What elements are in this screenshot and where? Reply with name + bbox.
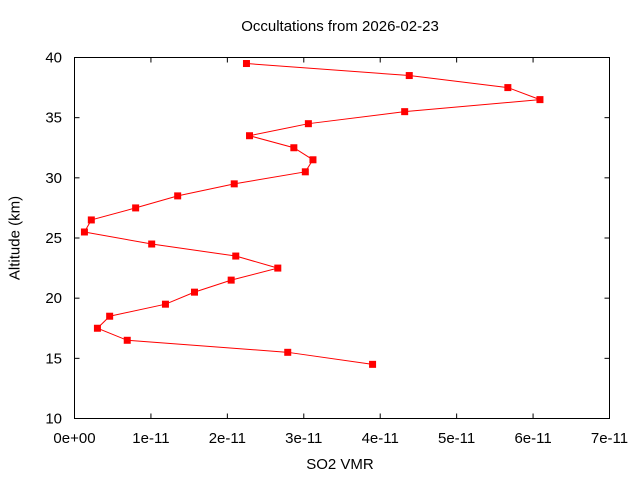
data-point-marker — [80, 228, 88, 236]
data-point-marker — [369, 360, 377, 368]
x-tick-label: 6e-11 — [514, 430, 551, 447]
data-point-marker — [405, 72, 413, 80]
x-tick-label: 7e-11 — [591, 430, 628, 447]
series-markers — [80, 60, 544, 368]
plot-frame — [74, 57, 610, 419]
x-tick-label: 2e-11 — [209, 430, 246, 447]
y-tick-label: 35 — [45, 110, 62, 127]
data-point-marker — [230, 180, 238, 188]
data-point-marker — [246, 132, 254, 140]
data-point-marker — [504, 84, 512, 92]
data-point-marker — [148, 240, 156, 248]
data-point-marker — [301, 168, 309, 176]
x-tick-label: 1e-11 — [132, 430, 169, 447]
data-point-marker — [123, 336, 131, 344]
data-point-marker — [227, 276, 235, 284]
y-tick-label: 15 — [45, 350, 62, 367]
axis-tick-labels: 0e+00 1e-11 2e-11 3e-11 4e-11 5e-11 6e-11 7e-11… — [45, 50, 628, 448]
axis-ticks — [74, 57, 610, 419]
y-tick-label: 30 — [45, 170, 62, 187]
x-tick-label: 3e-11 — [285, 430, 322, 447]
data-point-marker — [87, 216, 95, 224]
data-point-marker — [536, 96, 544, 104]
data-point-marker — [174, 192, 182, 200]
data-point-marker — [132, 204, 140, 212]
data-point-marker — [274, 264, 282, 272]
y-tick-label: 25 — [45, 230, 62, 247]
x-axis-label: SO2 VMR — [306, 456, 374, 473]
y-tick-label: 10 — [45, 411, 62, 428]
data-point-marker — [401, 108, 409, 116]
data-point-marker — [290, 144, 298, 152]
data-point-marker — [284, 348, 292, 356]
data-point-marker — [232, 252, 240, 260]
data-point-marker — [93, 324, 101, 332]
data-point-marker — [242, 60, 250, 68]
chart-title: Occultations from 2026-02-23 — [241, 18, 439, 35]
data-point-marker — [161, 300, 169, 308]
y-tick-label: 20 — [45, 290, 62, 307]
x-tick-label: 5e-11 — [438, 430, 475, 447]
data-point-marker — [309, 156, 317, 164]
x-tick-label: 0e+00 — [53, 430, 95, 447]
data-point-marker — [304, 120, 312, 128]
x-tick-label: 4e-11 — [362, 430, 399, 447]
data-point-marker — [190, 288, 198, 296]
series-line — [83, 63, 541, 365]
y-tick-label: 40 — [45, 50, 62, 67]
data-point-marker — [106, 312, 114, 320]
